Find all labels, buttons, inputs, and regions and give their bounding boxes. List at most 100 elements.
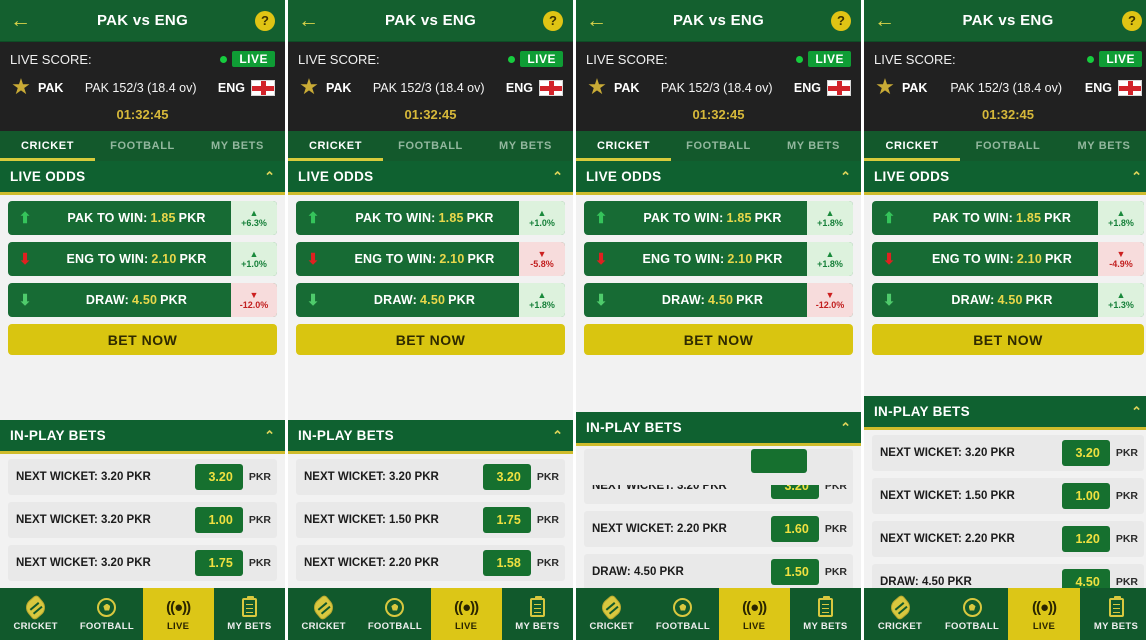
bet-row[interactable]: NEXT WICKET: 1.50 PKR 1.75 PKR	[296, 502, 565, 538]
tab-football[interactable]: FOOTBALL	[975, 140, 1041, 152]
bet-odd-button[interactable]: 1.00	[1061, 483, 1110, 509]
bet-row[interactable]: DRAW: 4.50 PKR 1.50 PKR	[584, 554, 853, 590]
odds-row[interactable]: ⬇ ENG TO WIN: 2.10 PKR ▲ +1.0%	[8, 242, 277, 276]
nav-item-my-bets[interactable]: MY BETS	[214, 588, 285, 640]
tab-cricket[interactable]: CRICKET	[288, 131, 383, 161]
live-odds-section-header[interactable]: LIVE ODDS ⌃	[288, 161, 573, 195]
odds-row[interactable]: ⬇ ENG TO WIN: 2.10 PKR ▼ -5.8%	[296, 242, 565, 276]
nav-item-cricket[interactable]: CRICKET	[0, 588, 71, 640]
odds-row[interactable]: ⬆ PAK TO WIN: 1.85 PKR ▲ +6.3%	[8, 201, 277, 235]
bet-row[interactable]: NEXT WICKET: 3.20 PKR 3.20 PKR	[296, 459, 565, 495]
nav-item-live[interactable]: ((●)) LIVE	[142, 588, 214, 640]
chevron-up-icon[interactable]: ⌃	[840, 419, 851, 435]
help-button[interactable]: ?	[1122, 10, 1142, 31]
odds-currency: PKR	[448, 293, 476, 307]
bet-odd-button[interactable]: 1.00	[194, 507, 243, 533]
nav-item-football[interactable]: FOOTBALL	[71, 588, 142, 640]
bet-row[interactable]: NEXT WICKET: 2.20 PKR 1.20 PKR	[872, 521, 1144, 557]
odds-row[interactable]: ⬇ DRAW: 4.50 PKR ▼ -12.0%	[8, 283, 277, 317]
nav-item-cricket[interactable]: CRICKET	[864, 588, 936, 640]
nav-item-my-bets[interactable]: MY BETS	[1080, 588, 1146, 640]
odds-row[interactable]: ⬇ DRAW: 4.50 PKR ▲ +1.3%	[872, 283, 1144, 317]
bet-row[interactable]: NEXT WICKET: 3.20 PKR 3.20 PKR	[872, 435, 1144, 471]
tab-my-bets[interactable]: MY BETS	[787, 140, 840, 152]
bet-odd-button[interactable]: 1.20	[1061, 526, 1110, 552]
nav-item-football[interactable]: FOOTBALL	[359, 588, 430, 640]
tab-football[interactable]: FOOTBALL	[686, 140, 751, 152]
back-arrow-icon[interactable]: ←	[298, 9, 319, 32]
bet-row[interactable]: NEXT WICKET: 3.20 PKR 1.00 PKR	[8, 502, 277, 538]
england-flag-icon	[250, 80, 275, 96]
nav-item-cricket[interactable]: CRICKET	[288, 588, 359, 640]
bet-odd-button[interactable]: 3.20	[1061, 440, 1110, 466]
nav-item-cricket[interactable]: CRICKET	[576, 588, 647, 640]
in-play-section-header[interactable]: IN-PLAY BETS ⌃	[864, 396, 1146, 430]
odds-change-badge: ▼ -5.8%	[519, 242, 565, 276]
live-odds-section-header[interactable]: LIVE ODDS ⌃	[576, 161, 861, 195]
bet-now-button[interactable]: BET NOW	[584, 324, 853, 355]
nav-item-live[interactable]: ((●)) LIVE	[430, 588, 502, 640]
chevron-up-icon[interactable]: ⌃	[552, 168, 563, 184]
odds-row[interactable]: ⬇ ENG TO WIN: 2.10 PKR ▼ -4.9%	[872, 242, 1144, 276]
bet-row[interactable]: NEXT WICKET: 3.20 PKR 1.75 PKR	[8, 545, 277, 581]
nav-item-label: CRICKET	[301, 621, 346, 632]
england-flag-icon	[538, 80, 563, 96]
in-play-section-header[interactable]: IN-PLAY BETS ⌃	[576, 412, 861, 446]
bet-now-button[interactable]: BET NOW	[296, 324, 565, 355]
chevron-up-icon[interactable]: ⌃	[264, 427, 275, 443]
live-odds-section-header[interactable]: LIVE ODDS ⌃	[864, 161, 1146, 195]
chevron-up-icon[interactable]: ⌃	[1131, 168, 1142, 184]
odds-row[interactable]: ⬇ DRAW: 4.50 PKR ▼ -12.0%	[584, 283, 853, 317]
help-button[interactable]: ?	[543, 10, 563, 31]
tab-my-bets[interactable]: MY BETS	[1077, 140, 1131, 152]
live-status: LIVE	[220, 51, 275, 67]
bet-odd-button[interactable]: 1.60	[770, 516, 819, 542]
bet-odd-button[interactable]: 3.20	[194, 464, 243, 490]
live-odds-title: LIVE ODDS	[298, 169, 374, 184]
chevron-up-icon[interactable]: ⌃	[1131, 403, 1142, 419]
bet-odd-button[interactable]: 1.75	[482, 507, 531, 533]
odds-row[interactable]: ⬆ PAK TO WIN: 1.85 PKR ▲ +1.0%	[296, 201, 565, 235]
nav-item-my-bets[interactable]: MY BETS	[790, 588, 861, 640]
odds-row[interactable]: ⬇ DRAW: 4.50 PKR ▲ +1.8%	[296, 283, 565, 317]
back-arrow-icon[interactable]: ←	[10, 9, 31, 32]
bet-row[interactable]: NEXT WICKET: 3.20 PKR 3.20 PKR	[8, 459, 277, 495]
chevron-up-icon[interactable]: ⌃	[264, 168, 275, 184]
nav-item-live[interactable]: ((●)) LIVE	[1008, 588, 1080, 640]
odds-label-value: ENG TO WIN: 2.10 PKR	[42, 242, 231, 276]
bet-odd-button[interactable]: 1.75	[194, 550, 243, 576]
in-play-section-header[interactable]: IN-PLAY BETS ⌃	[0, 420, 285, 454]
nav-item-my-bets[interactable]: MY BETS	[502, 588, 573, 640]
tab-cricket[interactable]: CRICKET	[576, 131, 671, 161]
tab-football[interactable]: FOOTBALL	[110, 140, 175, 152]
live-odds-section-header[interactable]: LIVE ODDS ⌃	[0, 161, 285, 195]
odds-row[interactable]: ⬆ PAK TO WIN: 1.85 PKR ▲ +1.8%	[872, 201, 1144, 235]
back-arrow-icon[interactable]: ←	[586, 9, 607, 32]
bet-row[interactable]: NEXT WICKET: 2.20 PKR 1.60 PKR	[584, 511, 853, 547]
tab-my-bets[interactable]: MY BETS	[499, 140, 552, 152]
nav-item-football[interactable]: FOOTBALL	[936, 588, 1008, 640]
bet-row[interactable]: NEXT WICKET: 1.50 PKR 1.00 PKR	[872, 478, 1144, 514]
help-button[interactable]: ?	[831, 10, 851, 31]
broadcast-glyph: ((●))	[166, 598, 191, 616]
chevron-up-icon[interactable]: ⌃	[840, 168, 851, 184]
odds-row[interactable]: ⬆ PAK TO WIN: 1.85 PKR ▲ +1.8%	[584, 201, 853, 235]
bet-row[interactable]: NEXT WICKET: 2.20 PKR 1.58 PKR	[296, 545, 565, 581]
in-play-section-header[interactable]: IN-PLAY BETS ⌃	[288, 420, 573, 454]
nav-item-live[interactable]: ((●)) LIVE	[718, 588, 790, 640]
bet-odd-button[interactable]: 3.20	[482, 464, 531, 490]
back-arrow-icon[interactable]: ←	[874, 9, 895, 32]
tab-cricket[interactable]: CRICKET	[0, 131, 95, 161]
chevron-up-icon[interactable]: ⌃	[552, 427, 563, 443]
live-status: LIVE	[796, 51, 851, 67]
tab-football[interactable]: FOOTBALL	[398, 140, 463, 152]
bet-now-button[interactable]: BET NOW	[8, 324, 277, 355]
tab-my-bets[interactable]: MY BETS	[211, 140, 264, 152]
bet-odd-button[interactable]: 1.50	[770, 559, 819, 585]
nav-item-football[interactable]: FOOTBALL	[647, 588, 718, 640]
odds-row[interactable]: ⬇ ENG TO WIN: 2.10 PKR ▲ +1.8%	[584, 242, 853, 276]
help-button[interactable]: ?	[255, 10, 275, 31]
bet-odd-button[interactable]: 1.58	[482, 550, 531, 576]
tab-cricket[interactable]: CRICKET	[864, 131, 960, 161]
bet-now-button[interactable]: BET NOW	[872, 324, 1144, 355]
